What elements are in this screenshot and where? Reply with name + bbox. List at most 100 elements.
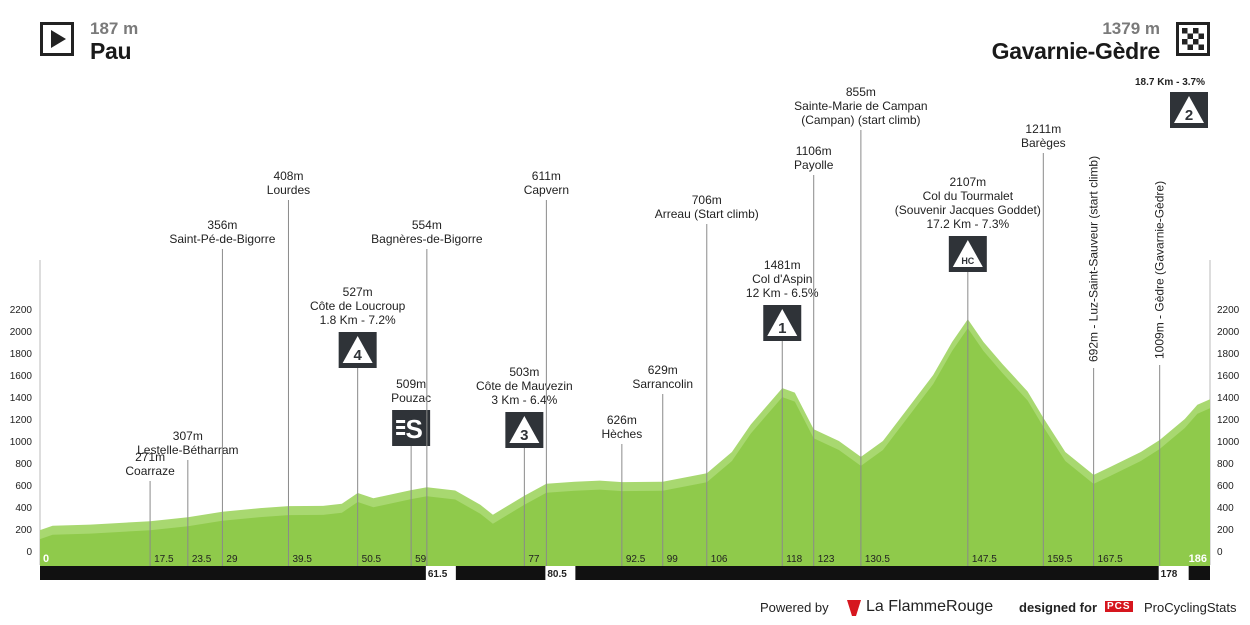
climb-category-text: 3 (520, 427, 528, 444)
x-start-label: 0 (43, 553, 49, 565)
waypoint-name: Lestelle-Bétharram (137, 443, 238, 457)
distance-bar (40, 566, 1210, 580)
waypoint-name: (Souvenir Jacques Goddet) (895, 203, 1041, 217)
waypoint-altitude: 307m (173, 429, 203, 443)
sprint-badge-text: S (405, 414, 422, 444)
y-tick-label-left: 600 (15, 481, 32, 492)
x-end-label: 186 (1189, 553, 1207, 565)
profile-area (40, 328, 1210, 566)
waypoint-altitude: 271m (135, 450, 165, 464)
waypoint-altitude: 2107m (949, 175, 986, 189)
waypoint-name: 12 Km - 6.5% (746, 286, 819, 300)
flamme-rouge-logo-icon (847, 600, 861, 616)
waypoint-name: Bagnères-de-Bigorre (371, 232, 483, 246)
pcs-logo-icon: PCS (1105, 601, 1133, 612)
y-tick-label-right: 1600 (1217, 371, 1240, 382)
climb-category-text: HC (961, 256, 974, 266)
y-tick-label-right: 200 (1217, 525, 1234, 536)
waypoint-name: Arreau (Start climb) (655, 207, 759, 221)
waypoint-name: Côte de Mauvezin (476, 379, 573, 393)
x-tick-label: 159.5 (1047, 554, 1072, 565)
finish-name: Gavarnie-Gèdre (991, 38, 1161, 64)
x-tick-label: 130.5 (865, 554, 890, 565)
waypoint-name: Saint-Pé-de-Bigorre (169, 232, 275, 246)
waypoint-name: Hèches (602, 427, 643, 441)
waypoint-name: Sainte-Marie de Campan (794, 99, 927, 113)
play-triangle-icon (51, 30, 66, 48)
y-tick-label-left: 2000 (10, 327, 33, 338)
start-altitude: 187 m (90, 19, 139, 38)
designed-for-label: designed for (1019, 600, 1098, 615)
y-tick-label-right: 0 (1217, 547, 1223, 558)
bar-tick-box (425, 566, 456, 580)
finish-climb-stats: 18.7 Km - 3.7% (1135, 77, 1205, 88)
y-tick-label-left: 200 (15, 525, 32, 536)
bar-tick-label: 178 (1161, 569, 1178, 580)
waypoint-name: Sarrancolin (632, 377, 693, 391)
waypoint-name: Pouzac (391, 391, 431, 405)
waypoint-name: Lourdes (267, 183, 310, 197)
waypoint-altitude: 509m (396, 377, 426, 391)
x-tick-label: 59 (415, 554, 427, 565)
start-name: Pau (90, 38, 132, 64)
y-tick-label-right: 1200 (1217, 415, 1240, 426)
mountain-triangle-icon (767, 309, 798, 336)
bar-tick-label: 61.5 (428, 569, 448, 580)
waypoint-altitude: 554m (412, 218, 442, 232)
waypoint-altitude: 503m (509, 365, 539, 379)
x-tick-label: 29 (226, 554, 238, 565)
waypoint-name: Payolle (794, 158, 834, 172)
x-tick-label: 118 (786, 554, 802, 565)
waypoint-name: 3 Km - 6.4% (491, 393, 557, 407)
waypoint-name: Barèges (1021, 136, 1066, 150)
waypoint-altitude: 1211m (1025, 122, 1061, 136)
waypoint-name: (Campan) (start climb) (801, 113, 920, 127)
powered-by-label: Powered by (760, 600, 829, 615)
x-tick-label: 23.5 (192, 554, 212, 565)
waypoint-altitude: 408m (273, 169, 303, 183)
y-tick-label-right: 2200 (1217, 305, 1240, 316)
pcs-brand: ProCyclingStats (1144, 600, 1237, 615)
y-tick-label-left: 1200 (10, 415, 33, 426)
waypoint-altitude: 1106m (796, 144, 832, 158)
bar-tick-box (545, 566, 576, 580)
x-tick-label: 99 (667, 554, 679, 565)
y-tick-label-right: 1400 (1217, 393, 1240, 404)
waypoint-name: Côte de Loucroup (310, 299, 406, 313)
mountain-triangle-icon (509, 416, 540, 443)
y-tick-label-right: 400 (1217, 503, 1234, 514)
finish-altitude: 1379 m (1102, 19, 1160, 38)
waypoint-altitude: 706m (692, 193, 722, 207)
y-tick-label-right: 1800 (1217, 349, 1240, 360)
waypoint-name: Capvern (524, 183, 569, 197)
waypoint-name: 17.2 Km - 7.3% (926, 217, 1009, 231)
y-tick-label-left: 1400 (10, 393, 33, 404)
climb-category-text: 2 (1185, 107, 1193, 124)
y-tick-label-left: 1600 (10, 371, 33, 382)
x-tick-label: 167.5 (1098, 554, 1123, 565)
climb-category-text: 4 (353, 347, 362, 364)
y-tick-label-left: 0 (26, 547, 32, 558)
bar-tick-label: 80.5 (547, 569, 567, 580)
waypoint-label-vertical: 1009m - Gèdre (Gavarnie-Gèdre) (1153, 181, 1167, 359)
waypoint-name: Col du Tourmalet (923, 189, 1014, 203)
mountain-triangle-icon (952, 240, 983, 267)
x-tick-label: 50.5 (362, 554, 382, 565)
sprint-speed-line-icon (396, 432, 406, 435)
y-tick-label-right: 1000 (1217, 437, 1240, 448)
waypoint-name: Coarraze (125, 464, 175, 478)
climb-category-text: 1 (778, 320, 786, 337)
sprint-speed-line-icon (396, 426, 406, 429)
mountain-triangle-icon (1174, 96, 1204, 123)
waypoint-name: 1.8 Km - 7.2% (320, 313, 396, 327)
waypoint-altitude: 629m (648, 363, 678, 377)
x-tick-label: 147.5 (972, 554, 997, 565)
y-tick-label-left: 400 (15, 503, 32, 514)
sprint-speed-line-icon (396, 420, 406, 423)
lfr-brand: La FlammeRouge (866, 598, 994, 615)
waypoint-name: Col d'Aspin (752, 272, 812, 286)
bar-tick-box (1158, 566, 1189, 580)
waypoint-altitude: 1481m (764, 258, 801, 272)
y-tick-label-left: 800 (15, 459, 32, 470)
